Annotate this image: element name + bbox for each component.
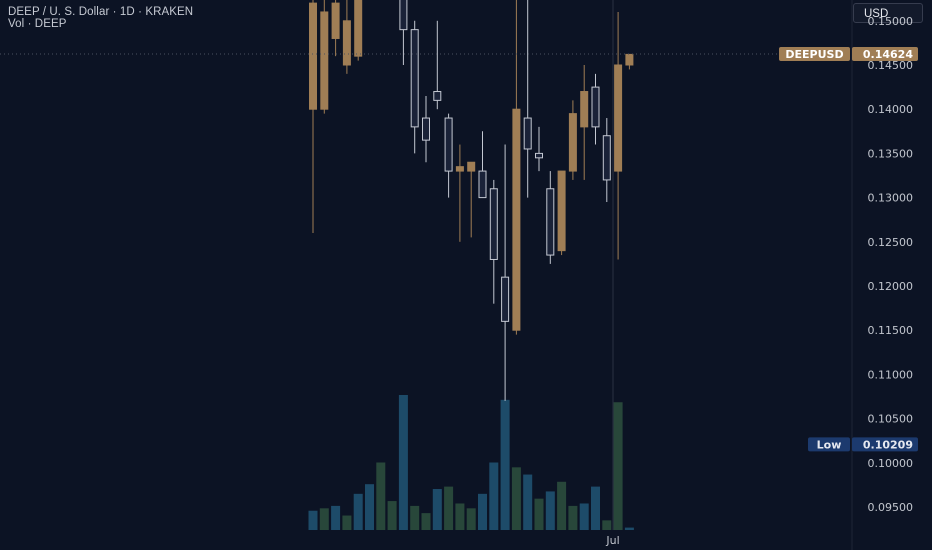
candle-body <box>444 117 453 172</box>
candle-body <box>535 152 543 159</box>
volume-bar <box>591 486 600 530</box>
candle-body <box>467 161 476 172</box>
candle-body <box>331 2 340 39</box>
volume-bars <box>308 395 634 530</box>
candle-body <box>546 188 555 256</box>
candle-body <box>602 135 611 181</box>
volume-bar <box>489 462 499 530</box>
candle-body <box>625 53 634 66</box>
candle-body <box>489 188 498 260</box>
volume-indicator-title: Vol · DEEP <box>8 18 67 30</box>
volume-bar <box>319 508 329 530</box>
low-label-bg <box>808 437 850 452</box>
candle-body <box>433 91 442 101</box>
volume-bar <box>398 395 408 530</box>
candle-body <box>614 64 623 172</box>
candle-body <box>320 11 329 110</box>
price-tick-label: 0.12000 <box>868 280 914 293</box>
price-tick-label: 0.15000 <box>868 15 914 28</box>
volume-bar <box>455 503 465 530</box>
volume-bar <box>545 491 555 530</box>
last-price-value-bg <box>852 47 918 62</box>
price-tick-label: 0.10500 <box>868 413 914 426</box>
price-tick-label: 0.10000 <box>868 457 914 470</box>
volume-bar <box>365 484 374 530</box>
candle-body <box>568 113 577 172</box>
currency-selector-button[interactable]: USD <box>853 3 923 23</box>
price-tick-label: 0.11500 <box>868 324 914 337</box>
price-tick-label: 0.12500 <box>868 236 914 249</box>
low-label: Low <box>817 438 842 451</box>
volume-bar <box>410 505 420 530</box>
candle-body <box>399 0 408 31</box>
price-tick-label: 0.13500 <box>868 147 914 160</box>
volume-bar <box>421 513 431 530</box>
volume-bar <box>523 474 533 530</box>
last-price-value: 0.14624 <box>863 48 913 61</box>
volume-bar <box>478 493 487 530</box>
volume-bar <box>568 505 578 530</box>
candle-bodies <box>309 0 634 331</box>
volume-bar <box>534 498 544 530</box>
candle-body <box>591 86 600 128</box>
candle-body <box>422 117 430 141</box>
candle-body <box>342 20 351 66</box>
price-tick-label: 0.13000 <box>868 192 914 205</box>
candle-body <box>478 170 487 199</box>
price-tick-label: 0.14500 <box>868 59 914 72</box>
volume-bar <box>353 493 363 530</box>
candle-body <box>523 117 532 150</box>
price-tick-label: 0.09500 <box>868 501 914 514</box>
volume-bar <box>308 510 318 530</box>
candle-body <box>557 170 566 252</box>
last-price-label: DEEPUSD <box>785 48 843 61</box>
volume-bar <box>432 489 442 530</box>
volume-bar <box>613 402 623 530</box>
candle-body <box>410 29 419 128</box>
volume-bar <box>376 462 386 530</box>
low-value-bg <box>852 437 918 452</box>
price-axis: 0.09500 0.10000 0.10500 0.11000 0.11500 0.120… <box>605 0 913 550</box>
symbol-title: DEEP / U. S. Dollar · 1D · KRAKEN <box>8 6 194 18</box>
volume-bar <box>466 508 476 530</box>
volume-bar <box>331 505 341 530</box>
candle-body <box>580 91 589 128</box>
volume-bar <box>624 527 634 530</box>
candle-wicks <box>312 0 630 401</box>
volume-bar <box>500 399 510 530</box>
candle-body <box>354 0 363 57</box>
chart-overlays <box>0 0 852 530</box>
price-tick-label: 0.11000 <box>868 368 914 381</box>
candle-body <box>512 108 521 331</box>
volume-bar <box>444 486 454 530</box>
price-tick-label: 0.14000 <box>868 103 914 116</box>
candle-body <box>501 276 510 322</box>
low-value: 0.10209 <box>863 438 913 451</box>
volume-bar <box>579 503 589 530</box>
candle-body <box>309 2 317 110</box>
last-price-label-bg <box>779 47 850 62</box>
volume-bar <box>602 520 612 530</box>
volume-bar <box>387 501 397 530</box>
candle-body <box>455 166 464 172</box>
volume-bar <box>342 515 352 530</box>
volume-bar <box>511 467 521 530</box>
time-axis-label: Jul <box>605 534 619 547</box>
volume-bar <box>557 481 567 530</box>
